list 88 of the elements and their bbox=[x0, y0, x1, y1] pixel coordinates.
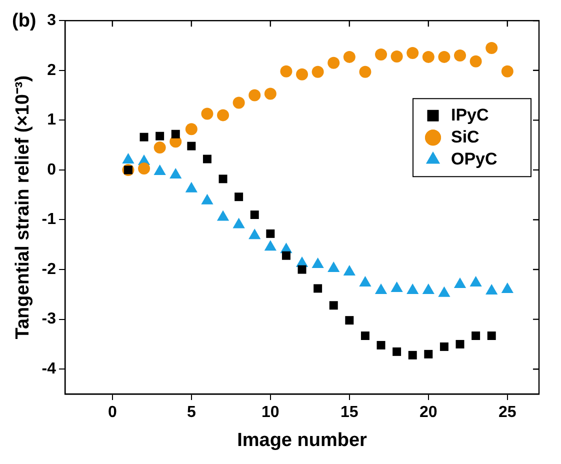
point bbox=[248, 228, 261, 240]
point bbox=[470, 276, 482, 286]
y-tick-label: -3 bbox=[42, 310, 56, 328]
point bbox=[122, 153, 134, 164]
point bbox=[408, 350, 417, 360]
point bbox=[216, 210, 230, 221]
point bbox=[376, 340, 386, 350]
point bbox=[187, 142, 196, 150]
point bbox=[248, 89, 261, 102]
point bbox=[266, 229, 275, 238]
y-tick-label: -2 bbox=[42, 260, 56, 278]
point bbox=[154, 142, 166, 154]
point bbox=[314, 284, 322, 293]
legend-label: SiC bbox=[451, 127, 480, 146]
point bbox=[250, 210, 259, 220]
point bbox=[345, 316, 354, 325]
point bbox=[406, 283, 419, 294]
point bbox=[438, 50, 450, 63]
point bbox=[264, 88, 276, 100]
text: (b) bbox=[12, 10, 36, 32]
point bbox=[392, 347, 402, 356]
point bbox=[282, 251, 290, 260]
point bbox=[422, 283, 434, 294]
point bbox=[217, 109, 230, 122]
point bbox=[374, 283, 388, 294]
point bbox=[171, 130, 180, 138]
point bbox=[328, 56, 340, 69]
point bbox=[440, 342, 448, 351]
x-tick-label: 0 bbox=[108, 404, 117, 422]
x-tick-label: 5 bbox=[186, 404, 196, 422]
y-tick-label: -4 bbox=[42, 360, 56, 378]
point bbox=[280, 65, 292, 78]
point bbox=[359, 66, 372, 78]
point bbox=[375, 48, 388, 60]
point bbox=[234, 192, 244, 202]
point bbox=[201, 108, 214, 120]
x-tick-label: 20 bbox=[420, 404, 438, 422]
point bbox=[298, 265, 306, 274]
point bbox=[138, 162, 150, 174]
point bbox=[501, 282, 514, 293]
point bbox=[218, 174, 228, 184]
x-tick-label: 25 bbox=[498, 404, 516, 422]
y-tick-label: 1 bbox=[47, 112, 56, 129]
point bbox=[501, 65, 514, 78]
point bbox=[438, 286, 450, 297]
y-axis-title: Tangential strain relief (×10⁻³) bbox=[12, 75, 34, 340]
point bbox=[232, 96, 245, 109]
point bbox=[296, 68, 308, 80]
x-tick-label: 10 bbox=[262, 404, 280, 422]
point bbox=[185, 123, 198, 136]
point bbox=[454, 277, 466, 288]
point bbox=[202, 154, 212, 164]
point bbox=[487, 332, 496, 340]
point bbox=[424, 350, 433, 358]
point bbox=[154, 164, 166, 175]
point bbox=[390, 281, 403, 292]
y-tick-label: 2 bbox=[47, 62, 56, 79]
point bbox=[264, 240, 276, 251]
point bbox=[170, 168, 182, 178]
point bbox=[406, 46, 419, 59]
point bbox=[456, 340, 464, 348]
x-axis-title: Image number bbox=[237, 430, 368, 451]
point bbox=[328, 262, 340, 272]
point bbox=[343, 50, 356, 63]
point bbox=[472, 332, 480, 340]
point bbox=[360, 332, 370, 340]
point bbox=[329, 301, 338, 310]
legend-label: IPyC bbox=[451, 105, 489, 124]
x-tick-label: 15 bbox=[340, 404, 358, 422]
point bbox=[486, 284, 498, 294]
y-tick-label: 0 bbox=[47, 161, 56, 178]
legend-label: OPyC bbox=[451, 149, 498, 168]
point bbox=[232, 218, 245, 228]
point bbox=[201, 194, 214, 204]
point bbox=[390, 50, 403, 62]
point bbox=[454, 49, 466, 62]
point bbox=[185, 182, 198, 192]
point bbox=[140, 132, 148, 142]
point bbox=[156, 132, 164, 140]
point bbox=[343, 265, 356, 276]
point bbox=[359, 276, 372, 286]
point bbox=[470, 55, 482, 68]
point bbox=[312, 66, 324, 78]
point bbox=[486, 42, 498, 54]
y-tick-label: 3 bbox=[47, 12, 56, 30]
y-tick-label: -1 bbox=[42, 211, 56, 228]
point bbox=[312, 258, 324, 268]
point bbox=[422, 50, 434, 63]
